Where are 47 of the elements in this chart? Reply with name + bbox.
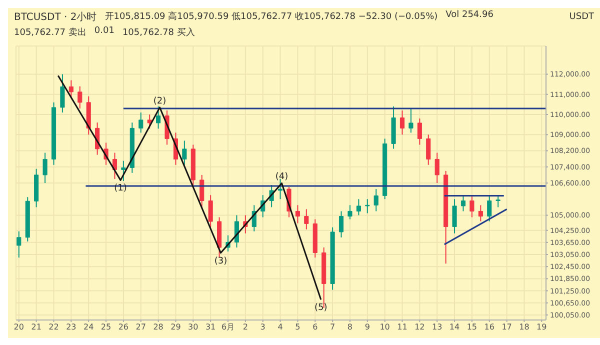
chart-title: BTCUSDT · 2小时 xyxy=(14,10,97,24)
x-tick-label: 24 xyxy=(84,322,94,332)
x-tick-label: 3 xyxy=(260,322,266,332)
text: 105,762.78 买入 xyxy=(122,26,195,39)
annotation: (1) xyxy=(114,184,127,194)
x-tick-label: 23 xyxy=(66,322,76,332)
annotation: (4) xyxy=(275,172,288,182)
text: Vol 254.96 xyxy=(446,10,494,22)
x-tick-label: 4 xyxy=(278,322,283,332)
x-tick-label: 26 xyxy=(118,322,129,332)
annotation: (5) xyxy=(314,303,328,314)
x-tick-label: 8 xyxy=(347,322,353,332)
candlestick xyxy=(365,198,370,214)
x-tick-label: 17 xyxy=(502,322,512,332)
x-tick-label: 29 xyxy=(170,322,181,332)
x-tick-label: 21 xyxy=(31,322,42,332)
x-tick-label: 14 xyxy=(449,322,460,332)
x-tick-label: 25 xyxy=(100,322,112,332)
candlestick xyxy=(16,230,22,258)
text: 105,762.77 卖出 xyxy=(14,26,86,39)
x-tick-label: 2 xyxy=(242,322,248,332)
x-tick-label: 12 xyxy=(414,322,425,332)
x-tick-label: 30 xyxy=(188,322,198,332)
x-tick-label: 7 xyxy=(330,322,336,332)
x-tick-label: 11 xyxy=(397,322,408,332)
x-tick-label: 22 xyxy=(48,322,59,332)
x-tick-label: 10 xyxy=(380,322,390,332)
annotation: (2) xyxy=(153,96,166,106)
y-axis-title: USDT xyxy=(569,12,594,22)
x-tick-label: 15 xyxy=(466,322,478,332)
x-tick-label: 20 xyxy=(14,322,24,332)
x-tick-label: 27 xyxy=(136,322,146,332)
x-tick-label: 9 xyxy=(364,322,370,332)
x-tick-label: 19 xyxy=(536,322,547,332)
x-tick-label: 13 xyxy=(432,322,442,332)
x-tick-label: 6 xyxy=(312,322,318,332)
x-tick-label: 18 xyxy=(519,322,530,332)
text: 0.01 xyxy=(94,26,114,38)
annotation: (3) xyxy=(214,256,228,266)
x-tick-label: 31 xyxy=(205,322,216,332)
candlestick xyxy=(496,195,500,208)
candlestick xyxy=(408,108,414,134)
x-tick-label: 6月 xyxy=(221,322,235,332)
text: 开105,815.09 高105,970.59 低105,762.77 收105,762.78 −52.30 (−0.05%) xyxy=(104,10,438,24)
x-tick-label: 5 xyxy=(295,322,300,332)
x-tick-label: 16 xyxy=(484,322,494,332)
x-tick-label: 28 xyxy=(153,322,164,332)
